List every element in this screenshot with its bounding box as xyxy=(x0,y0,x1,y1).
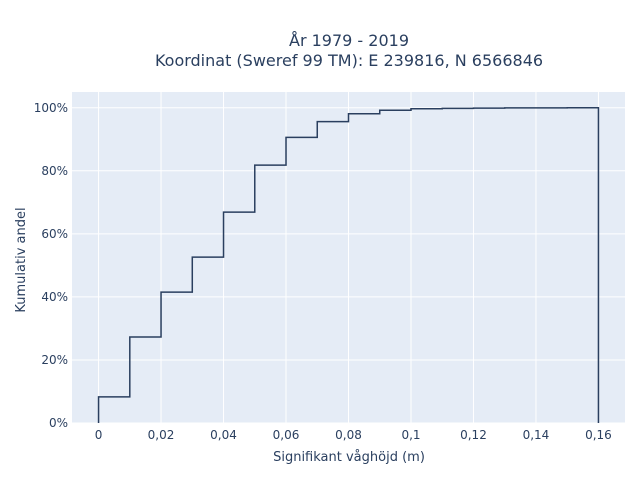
x-tick-label: 0 xyxy=(95,428,103,442)
x-tick-label: 0,1 xyxy=(401,428,420,442)
x-tick-label: 0,12 xyxy=(460,428,487,442)
y-tick-label: 20% xyxy=(41,353,68,367)
cumulative-step-line xyxy=(97,107,600,423)
y-tick-labels: 0% 20% 40% 60% 80% 100% xyxy=(34,101,68,430)
grid-lines xyxy=(72,92,625,424)
y-tick-label: 80% xyxy=(41,164,68,178)
y-axis-title: Kumulativ andel xyxy=(14,207,29,312)
x-tick-label: 0,16 xyxy=(585,428,612,442)
y-tick-label: 60% xyxy=(41,227,68,241)
series-layer xyxy=(97,107,600,423)
x-tick-label: 0,02 xyxy=(148,428,175,442)
x-tick-label: 0,14 xyxy=(523,428,550,442)
x-axis-title: Signifikant våghöjd (m) xyxy=(273,450,425,465)
chart-title-line-1: År 1979 - 2019 xyxy=(289,31,409,50)
y-tick-label: 40% xyxy=(41,290,68,304)
y-tick-label: 100% xyxy=(34,101,68,115)
chart-title-line-2: Koordinat (Sweref 99 TM): E 239816, N 65… xyxy=(155,51,543,70)
x-tick-label: 0,06 xyxy=(273,428,300,442)
x-tick-label: 0,04 xyxy=(210,428,237,442)
x-tick-labels: 0 0,02 0,04 0,06 0,08 0,1 0,12 0,14 0,16 xyxy=(95,428,612,442)
y-tick-label: 0% xyxy=(49,416,68,430)
x-tick-label: 0,08 xyxy=(335,428,362,442)
